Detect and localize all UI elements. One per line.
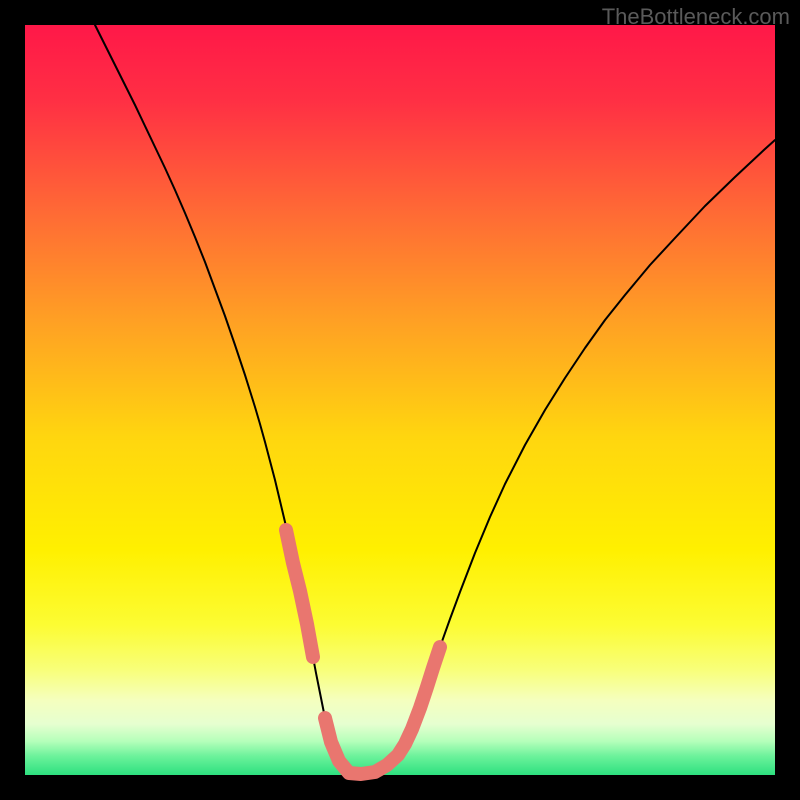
bottleneck-chart xyxy=(0,0,800,800)
chart-stage: TheBottleneck.com xyxy=(0,0,800,800)
watermark-text: TheBottleneck.com xyxy=(602,4,790,30)
plot-background xyxy=(25,25,775,775)
